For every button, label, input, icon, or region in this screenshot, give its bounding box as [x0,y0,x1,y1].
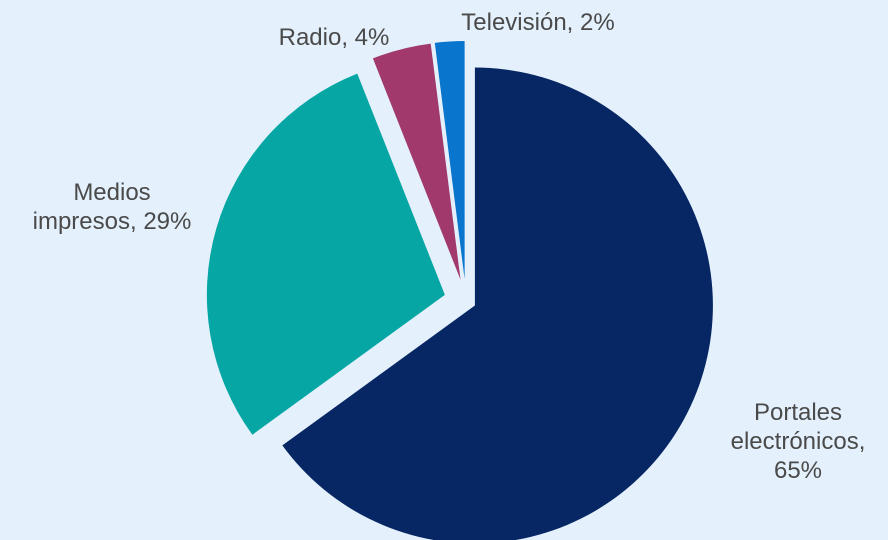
slice-label-line: Televisión, 2% [461,9,614,36]
slice-label-line: 65% [774,457,822,484]
slices-layer [206,41,713,540]
slice-label-television: Televisión, 2% [461,9,614,36]
slice-label-medios-impresos: Medios impresos, 29% [33,179,192,235]
slice-label-line: impresos, 29% [33,208,192,235]
slice-label-portales-electronicos: Portales electrónicos, 65% [731,399,866,484]
pie-slice-radio [372,43,461,280]
slice-label-line: Medios [73,179,150,206]
slice-label-radio: Radio, 4% [279,24,390,51]
pie-slice-portales-electronicos [282,67,713,540]
pie-slice-television [434,41,465,280]
slice-label-line: electrónicos, [731,428,866,455]
slice-label-line: Portales [754,399,842,426]
slice-label-line: Radio, 4% [279,24,390,51]
pie-slice-medios-impresos [206,73,445,435]
labels-layer: Portales electrónicos, 65% Medios impresos, … [33,9,866,484]
